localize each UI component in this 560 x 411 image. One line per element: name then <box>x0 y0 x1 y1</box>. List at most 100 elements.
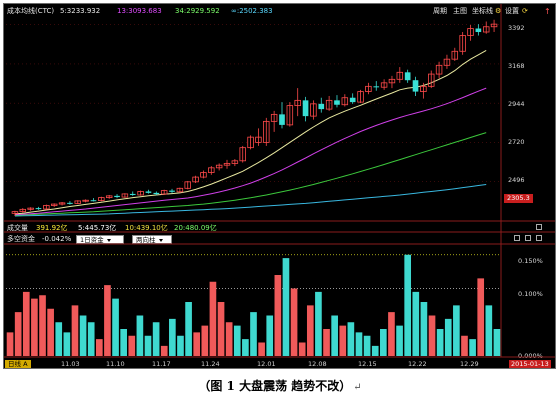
panel-maximize-icon[interactable] <box>525 235 531 241</box>
hist-bar-negative <box>396 325 403 356</box>
volume-ma1: 5:445.73亿 <box>78 224 117 232</box>
hist-bar-negative <box>242 339 249 356</box>
candle-body-up <box>270 113 278 122</box>
panel-settings-icon[interactable] <box>514 235 520 241</box>
hist-bar-positive <box>31 298 38 356</box>
hist-bar-positive <box>306 305 314 356</box>
hist-bar-negative <box>185 302 192 356</box>
candle-body-up <box>82 199 89 202</box>
candle-body-down <box>279 114 285 125</box>
candle-body-down <box>145 191 152 193</box>
axis-line-button[interactable]: 坐标线 <box>472 7 493 15</box>
refresh-icon[interactable]: ⟳ <box>522 7 528 15</box>
hist-bar-negative <box>453 305 460 356</box>
hist-bar-positive <box>14 312 22 356</box>
hist-bar-positive <box>217 302 225 356</box>
candle-body-down <box>302 100 309 117</box>
hist-bar-negative <box>87 322 95 356</box>
settings-button[interactable]: 设置 <box>505 7 519 15</box>
daily-line-marker: A <box>23 360 28 368</box>
gear-icon[interactable]: ⚙ <box>495 7 502 15</box>
hist-y-label: 0.100% <box>518 290 543 298</box>
ma89-readout: ∞:2502.383 <box>231 7 273 15</box>
candle-body-up <box>247 136 254 149</box>
hist-bar-positive <box>160 345 168 356</box>
candle-body-up <box>231 160 239 164</box>
hist-bar-negative <box>63 332 71 356</box>
y-tick-label: 3392 <box>508 24 525 32</box>
figure-caption: （图 1 大盘震荡 趋势不改） ↵ <box>0 377 560 394</box>
hist-bar-positive <box>258 342 265 356</box>
hist-bar-positive <box>104 285 111 356</box>
candle-body-down <box>90 200 97 202</box>
volume-panel-close-icon[interactable] <box>536 224 542 230</box>
candle-body-up <box>286 105 294 126</box>
panel-close-icon[interactable] <box>536 235 542 241</box>
hist-bar-positive <box>22 291 30 356</box>
candle-body-up <box>184 181 191 189</box>
hist-bar-negative <box>355 332 363 356</box>
x-date-label: 12.29 <box>460 360 479 368</box>
candle-body-up <box>490 23 498 28</box>
caption-text: （图 1 大盘震荡 趋势不改） <box>198 379 352 393</box>
hist-bar-positive <box>274 275 282 356</box>
hist-bar-negative <box>79 315 87 356</box>
chart-window: 成本均线(CTC) 5:3233.932 13:3093.683 34:2929… <box>3 3 556 369</box>
y-tick-label: 2944 <box>508 100 525 108</box>
hist-bar-negative <box>404 254 412 356</box>
hist-bar-positive <box>225 322 233 356</box>
bar-mode-label: 两向柱 <box>136 236 156 244</box>
x-date-label: 12.15 <box>358 360 377 368</box>
hist-bar-negative <box>315 291 322 356</box>
hist-bar-positive <box>193 332 201 356</box>
chart-canvas[interactable] <box>4 4 555 368</box>
hist-bar-negative <box>233 325 241 356</box>
candle-body-up <box>50 203 58 206</box>
candle-body-up <box>310 103 317 117</box>
hist-bar-negative <box>444 318 452 356</box>
hist-bar-negative <box>347 322 355 356</box>
candle-body-up <box>380 82 388 88</box>
hist-bar-negative <box>112 298 119 356</box>
x-date-label: 12.08 <box>308 360 327 368</box>
hist-bar-positive <box>128 335 136 356</box>
candle-body-up <box>58 202 66 205</box>
main-chart-button[interactable]: 主图 <box>453 7 467 15</box>
candle-body-up <box>341 97 349 106</box>
candle-body-down <box>129 193 136 195</box>
candle-body-up <box>137 191 144 196</box>
hist-bar-negative <box>144 335 152 356</box>
candle-body-up <box>294 99 301 107</box>
candle-body-up <box>98 197 105 201</box>
up-arrow-icon: ↑ <box>544 7 551 16</box>
period-button[interactable]: 周期 <box>433 7 447 15</box>
candle-body-down <box>475 28 482 33</box>
hist-bar-positive <box>209 281 217 356</box>
hist-bar-positive <box>201 325 209 356</box>
x-date-label: 11.17 <box>152 360 171 368</box>
y-tick-label: 3168 <box>508 62 525 70</box>
hist-bar-positive <box>477 278 485 356</box>
hist-bar-positive <box>323 329 330 356</box>
candle-body-down <box>153 192 160 195</box>
hist-bar-positive <box>428 315 436 356</box>
hist-bar-positive <box>47 308 54 356</box>
x-date-label: 11.03 <box>61 360 80 368</box>
volume-ma3: 20:480.09亿 <box>174 224 217 232</box>
hist-bar-negative <box>250 312 257 356</box>
funds-period-label: 1日资金 <box>80 236 104 244</box>
hist-bar-negative <box>177 335 184 356</box>
candle-body-up <box>263 120 270 143</box>
hist-bar-negative <box>485 305 493 356</box>
ma89-line <box>14 184 487 217</box>
hist-bar-negative <box>436 329 444 356</box>
candle-body-down <box>373 86 380 88</box>
hist-bar-positive <box>6 332 14 356</box>
candle-body-up <box>239 147 246 162</box>
candle-body-up <box>482 26 490 33</box>
candle-body-up <box>176 187 184 193</box>
hist-bar-negative <box>469 339 476 356</box>
daily-line-tag[interactable]: 日线 A <box>5 360 31 368</box>
x-date-label: 12.01 <box>257 360 276 368</box>
last-price-tag: 2305.3 <box>504 194 533 203</box>
